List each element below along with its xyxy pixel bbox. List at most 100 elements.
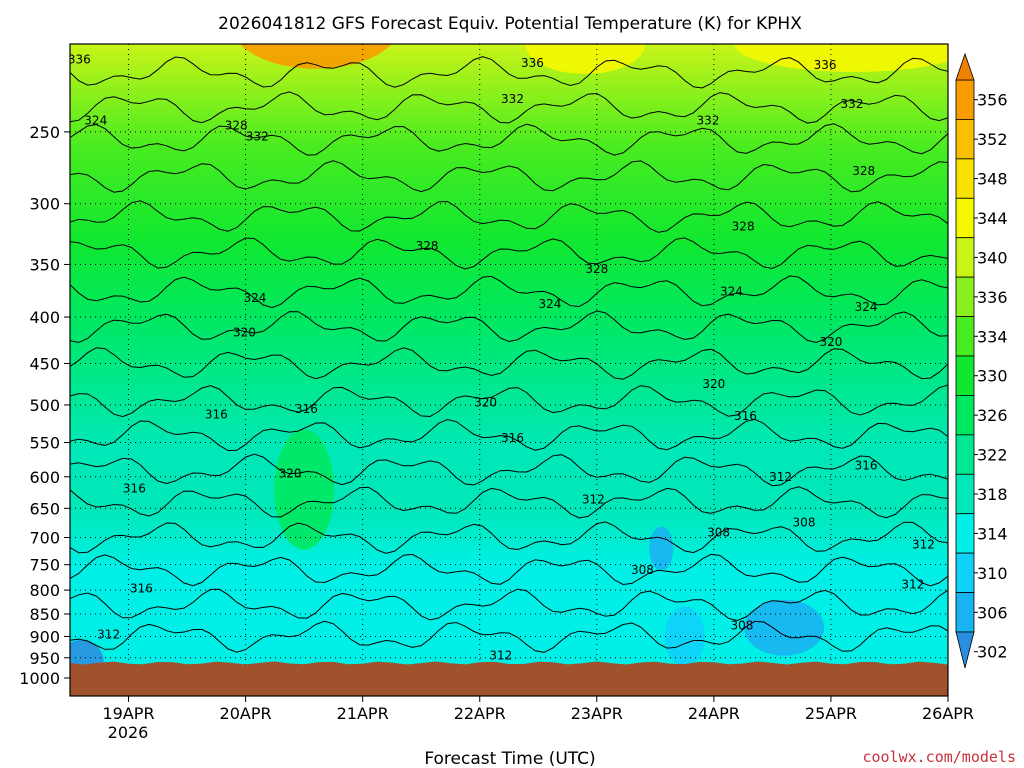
colorbar-swatch (955, 395, 975, 436)
contour-label: 316 (855, 458, 878, 472)
y-axis: 250 300 350 400 450 500 550 600 650 700 750 800 850 9… (19, 123, 70, 688)
colorbar-swatch (955, 237, 975, 278)
contour-label: 308 (631, 563, 654, 577)
y-tick-label: 500 (29, 396, 60, 415)
contour-label: 316 (205, 407, 228, 421)
colorbar-label: 302 (977, 643, 1008, 662)
x-tick-label: 22APR (454, 704, 506, 723)
colorbar-label: 306 (977, 603, 1008, 622)
contour-label: 324 (720, 285, 743, 299)
y-tick-label: 450 (29, 354, 60, 373)
contour-label: 320 (279, 466, 302, 480)
contour-label: 316 (130, 582, 153, 596)
colorbar-swatch (955, 552, 975, 593)
field-patch (664, 606, 705, 667)
y-tick-label: 250 (29, 123, 60, 142)
contour-label: 332 (246, 130, 269, 144)
contour-label: 324 (244, 291, 267, 305)
y-tick-label: 600 (29, 468, 60, 487)
field-patch (274, 429, 335, 550)
colorbar-label: 340 (977, 248, 1008, 267)
y-tick-label: 800 (29, 581, 60, 600)
contour-label: 328 (852, 164, 875, 178)
y-tick-label: 850 (29, 605, 60, 624)
contour-label: 312 (901, 578, 924, 592)
contour-label: 324 (855, 300, 878, 314)
y-tick-label: 300 (29, 195, 60, 214)
colorbar-swatch (955, 197, 975, 239)
colorbar-swatch (955, 119, 975, 160)
field-patch (734, 44, 948, 72)
contour-line (70, 453, 948, 487)
contour-label: 312 (912, 538, 935, 552)
contour-label: 316 (734, 409, 757, 423)
x-axis-label: Forecast Time (UTC) (424, 749, 595, 768)
colorbar-swatch (955, 355, 975, 396)
contour-line (70, 200, 948, 233)
terrain-mask (70, 661, 948, 696)
colorbar-label: 310 (977, 564, 1008, 583)
contour-label: 316 (501, 431, 524, 445)
x-tick-label: 23APR (571, 704, 623, 723)
field-patch (525, 44, 646, 74)
colorbar-label: 344 (977, 209, 1008, 228)
colorbar-label: 318 (977, 485, 1008, 504)
x-tick-label: 24APR (688, 704, 740, 723)
contour-label: 320 (233, 325, 256, 339)
contour-label: 336 (68, 52, 91, 66)
contour-label: 316 (295, 402, 318, 416)
contour-label: 332 (697, 114, 720, 128)
contour-line (70, 275, 948, 309)
contour-label: 336 (814, 58, 837, 72)
chart-title: 2026041812 GFS Forecast Equiv. Potential… (218, 14, 802, 34)
contour-line (70, 620, 948, 653)
contour-label: 308 (731, 618, 754, 632)
x-tick-label: 25APR (805, 704, 857, 723)
colorbar-label: 330 (977, 367, 1008, 386)
contour-label: 332 (501, 92, 524, 106)
y-tick-label: 650 (29, 499, 60, 518)
contour-label: 324 (539, 297, 562, 311)
x-tick-label: 26APR (922, 704, 974, 723)
y-tick-label: 900 (29, 627, 60, 646)
contour-line (70, 123, 948, 156)
contour-line (70, 486, 948, 519)
contour-line (70, 56, 948, 89)
colorbar-label: 314 (977, 524, 1008, 543)
x-tick-label: 20APR (220, 704, 272, 723)
contour-label: 312 (97, 628, 120, 642)
credit-text: coolwx.com/models (862, 748, 1016, 766)
grid-lines (70, 44, 948, 696)
x-axis: 19APR 20APR 21APR 22APR 23APR 24APR 25APR 26APR (102, 696, 974, 723)
contour-label: 328 (585, 262, 608, 276)
contour-line (70, 347, 948, 380)
colorbar-label: 356 (977, 91, 1008, 110)
colorbar-swatch (955, 513, 975, 554)
colorbar-bottom-arrow (955, 631, 975, 669)
x-tick-label: 19APR (102, 704, 154, 723)
colorbar-label: 348 (977, 170, 1008, 189)
contour-label: 328 (416, 239, 439, 253)
y-tick-label: 550 (29, 433, 60, 452)
colorbar: 356 352 348 344 340 336 334 330 326 322 318 314 310 3… (955, 52, 1008, 669)
x-axis-year: 2026 (108, 723, 149, 742)
colorbar-swatch (955, 592, 975, 633)
plot-frame (69, 43, 949, 697)
contour-label: 332 (841, 97, 864, 111)
contour-label: 320 (819, 335, 842, 349)
contour-line (70, 160, 948, 193)
colorbar-swatch (955, 473, 975, 515)
colorbar-swatch (955, 79, 975, 120)
contour-line (70, 384, 948, 418)
x-tick-label: 21APR (337, 704, 389, 723)
colorbar-label: 334 (977, 327, 1008, 346)
y-tick-label: 350 (29, 255, 60, 274)
colorbar-top-arrow (955, 52, 975, 81)
contour-label: 328 (225, 119, 248, 133)
contour-line (70, 553, 948, 587)
field-patch (744, 599, 825, 656)
y-tick-label: 1000 (19, 669, 60, 688)
contour-label: 324 (84, 114, 107, 128)
